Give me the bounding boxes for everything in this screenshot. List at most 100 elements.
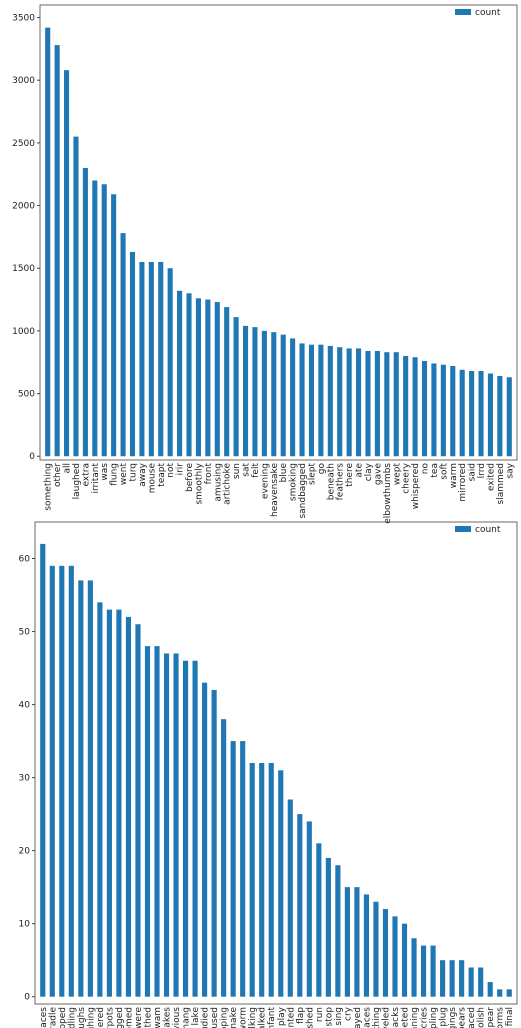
x-tick-label: flapping: [220, 1007, 230, 1028]
x-tick-label: takes: [163, 1007, 173, 1028]
x-tick-label: pluggings: [448, 1007, 458, 1028]
bar: [318, 344, 324, 457]
bar: [125, 616, 132, 997]
bar: [182, 660, 189, 997]
bar: [101, 184, 107, 457]
x-tick-label: cry: [343, 1006, 353, 1021]
x-tick-label: something: [44, 463, 54, 511]
x-tick-label: there: [345, 463, 355, 487]
x-tick-label: no: [421, 463, 431, 475]
bar: [158, 261, 164, 457]
bar: [412, 357, 418, 457]
bar: [384, 352, 390, 457]
x-tick-label: feathered: [96, 1007, 106, 1028]
x-tick-label: talking: [248, 1007, 258, 1028]
bar: [354, 887, 360, 997]
x-tick-label: laughs: [77, 1007, 87, 1028]
y-tick-label: 20: [19, 847, 31, 857]
bar: [97, 602, 103, 997]
bar: [421, 360, 428, 457]
bar: [261, 330, 267, 457]
bar: [478, 967, 484, 997]
x-tick-label: backs: [391, 1007, 401, 1028]
x-tick-label: felt: [251, 463, 261, 478]
x-tick-label: went: [119, 463, 129, 486]
bar: [173, 653, 179, 997]
y-tick-label: 60: [19, 555, 31, 565]
bar: [139, 261, 145, 457]
bar: [430, 945, 436, 997]
bar: [167, 268, 173, 457]
x-tick-label: warm: [449, 463, 459, 488]
bar: [382, 909, 389, 997]
x-tick-label: tea: [430, 463, 440, 478]
bar: [195, 298, 201, 457]
x-tick-label: gave: [373, 463, 383, 486]
bar: [374, 350, 380, 457]
x-tick-label: irritant: [91, 463, 101, 494]
x-tick-label: plug: [439, 1007, 449, 1027]
bar: [45, 27, 51, 457]
legend-swatch: [455, 9, 471, 15]
x-tick-label: sing: [334, 1007, 344, 1026]
bar: [202, 682, 208, 997]
x-tick-label: teapt: [157, 463, 167, 487]
bar: [478, 371, 484, 457]
x-tick-label: was: [100, 463, 110, 481]
x-tick-label: slept: [307, 463, 317, 485]
y-tick-label: 40: [19, 701, 31, 711]
bar: [327, 345, 333, 457]
bar: [401, 923, 408, 997]
x-tick-label: whispered: [411, 463, 421, 509]
x-tick-label: plugged: [115, 1007, 125, 1028]
bar: [373, 901, 379, 997]
bar: [306, 821, 312, 997]
x-tick-label: infant: [267, 1007, 277, 1028]
x-tick-label: mirrored: [458, 463, 468, 502]
bar: [224, 307, 230, 457]
bar: [221, 719, 227, 997]
y-tick-label: 1500: [12, 264, 35, 274]
x-tick-label: fronted: [286, 1007, 296, 1028]
x-tick-label: away: [138, 462, 148, 486]
x-tick-label: turq: [128, 463, 138, 482]
bar: [280, 334, 286, 457]
x-tick-label: blue: [279, 463, 289, 483]
x-tick-label: smoothly: [194, 462, 204, 504]
x-tick-label: moused: [210, 1007, 220, 1028]
x-tick-label: were: [134, 1007, 144, 1028]
bar: [363, 894, 370, 997]
x-tick-label: slammed: [496, 463, 506, 505]
bar: [469, 371, 475, 457]
legend-label: count: [475, 525, 501, 535]
x-tick-label: other: [53, 463, 63, 487]
x-tick-label: soothed: [143, 1007, 153, 1028]
x-tick-label: running: [410, 1007, 420, 1028]
bar: [337, 347, 343, 457]
legend-swatch: [455, 526, 471, 532]
x-tick-label: go: [317, 463, 327, 475]
bar: [205, 299, 211, 457]
bar: [449, 960, 455, 997]
bar: [82, 167, 88, 457]
x-tick-label: spaces: [39, 1007, 49, 1028]
x-tick-label: smoking: [289, 463, 299, 501]
y-tick-label: 3500: [12, 14, 35, 24]
x-tick-label: sun: [232, 463, 242, 479]
x-tick-label: run: [315, 1007, 325, 1022]
bar: [299, 343, 305, 457]
x-tick-label: play: [277, 1006, 287, 1026]
bar: [259, 763, 265, 997]
bar: [106, 609, 112, 997]
bar: [135, 624, 141, 997]
x-tick-label: lrrd: [477, 463, 487, 478]
bar: [497, 376, 503, 457]
x-tick-label: worm: [239, 1007, 249, 1028]
bar: [297, 814, 303, 997]
bar: [68, 565, 74, 997]
x-tick-label: extra: [81, 463, 91, 486]
x-tick-label: wept: [392, 463, 402, 486]
x-tick-label: placed: [467, 1007, 477, 1028]
x-tick-label: trampling: [429, 1007, 439, 1028]
